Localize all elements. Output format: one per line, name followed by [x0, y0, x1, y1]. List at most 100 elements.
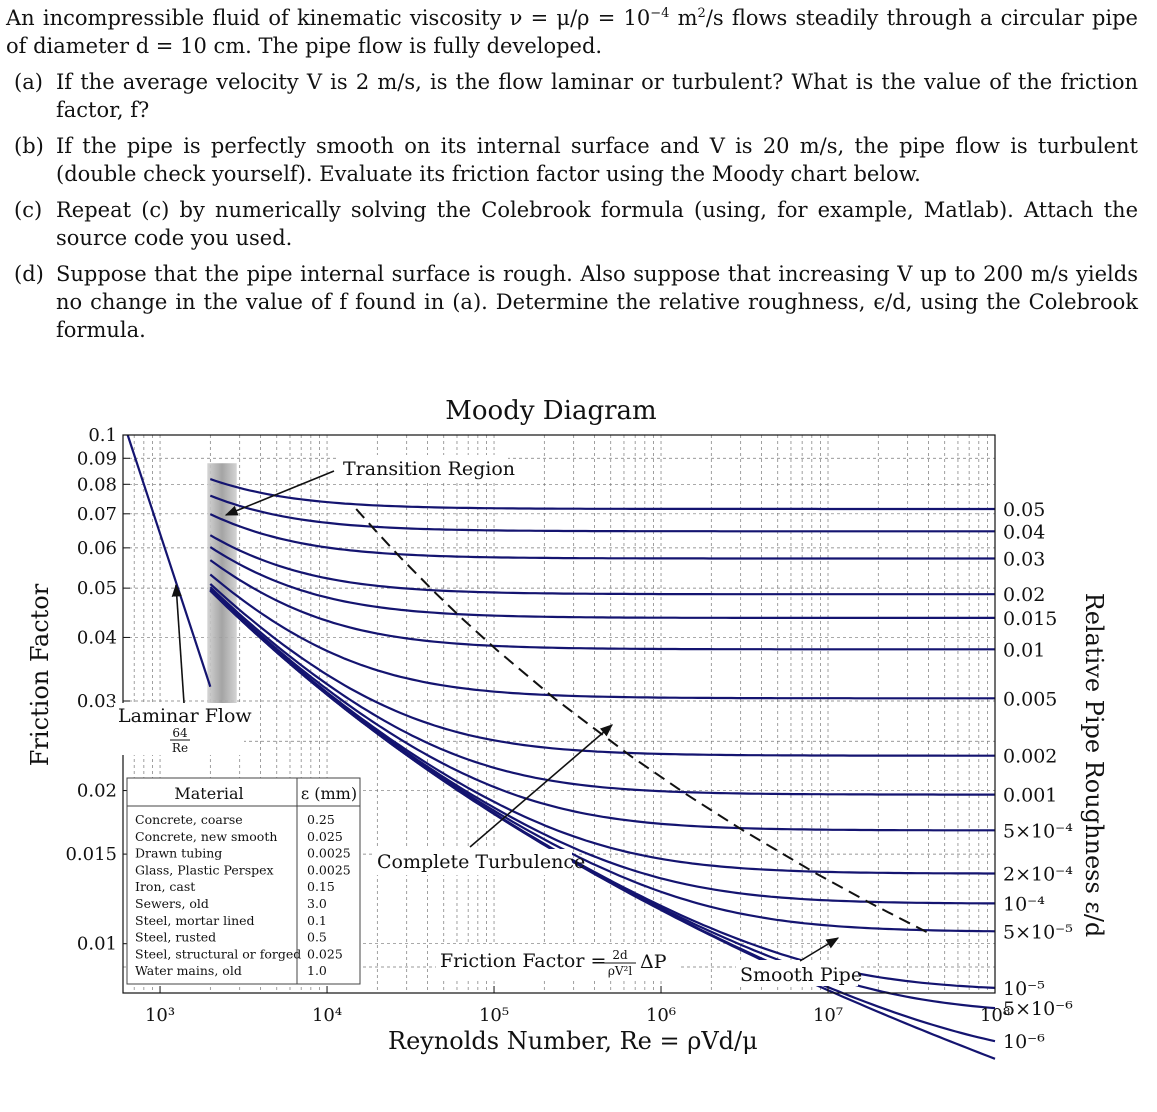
x-tick-label: 10³	[145, 1005, 175, 1026]
y-tick-label: 0.07	[77, 504, 117, 525]
part-label: (a)	[14, 70, 43, 94]
problem-statement: An incompressible fluid of kinematic vis…	[6, 4, 1138, 352]
ff-formula-den: ρV²l	[608, 964, 633, 978]
ff-label-bg	[436, 945, 678, 979]
roughness-label-9: 5×10⁻⁴	[1003, 820, 1073, 842]
y-tick-label: 0.03	[77, 691, 117, 712]
intro-text-rest: /s flows steadily through a circular pip…	[6, 6, 1138, 58]
material-eps: 0.25	[307, 812, 335, 827]
y-tick-label: 0.08	[77, 474, 117, 495]
y2-axis-label: Relative Pipe Roughness ε/d	[1080, 593, 1108, 938]
part-text: Repeat (c) by numerically solving the Co…	[56, 198, 1138, 250]
ff-formula-num: 2d	[612, 948, 628, 962]
roughness-curve-9	[209, 588, 995, 832]
intro-exponent: −4	[650, 6, 670, 21]
roughness-label-3: 0.02	[1003, 584, 1045, 606]
roughness-label-11: 10⁻⁴	[1003, 893, 1045, 915]
intro-text: An incompressible fluid of kinematic vis…	[6, 6, 651, 30]
roughness-curve-3	[209, 534, 995, 596]
laminar-arrow	[171, 583, 185, 704]
complete-turbulence-label: Complete Turbulence	[377, 851, 585, 873]
complete-turbulence-boundary	[355, 508, 928, 933]
y-tick-label: 0.01	[77, 934, 117, 955]
roughness-curve-4	[209, 546, 995, 619]
annotations: Transition Region Complete Turbulence Smoo…	[114, 455, 862, 986]
material-eps: 0.0025	[307, 862, 351, 877]
material-name: Drawn tubing	[135, 846, 222, 861]
transition-label-bg	[338, 455, 508, 481]
material-eps: 0.15	[307, 879, 335, 894]
smooth-pipe-curve	[209, 589, 996, 1060]
roughness-curve-2	[209, 513, 995, 560]
material-eps: 0.025	[307, 946, 343, 961]
roughness-label-15: 10⁻⁶	[1003, 1031, 1045, 1053]
material-name: Iron, cast	[135, 879, 195, 894]
roughness-curve-8	[209, 586, 995, 796]
laminar-formula-num: 64	[172, 726, 188, 740]
roughness-label-1: 0.04	[1003, 521, 1045, 543]
transition-arrow	[224, 470, 335, 516]
eps-header: ε (mm)	[301, 784, 357, 803]
roughness-label-10: 2×10⁻⁴	[1003, 863, 1073, 885]
material-table-box	[126, 777, 361, 985]
material-eps: 0.0025	[307, 846, 351, 861]
x-axis-label: Reynolds Number, Re = ρVd/μ	[388, 1027, 758, 1055]
y-tick-label: 0.015	[65, 844, 117, 865]
roughness-label-12: 5×10⁻⁵	[1003, 921, 1073, 943]
material-name: Steel, mortar lined	[135, 913, 255, 928]
part-c: (c) Repeat (c) by numerically solving the…	[14, 196, 1138, 252]
material-eps: 1.0	[307, 963, 327, 978]
y-tick-label: 0.09	[77, 448, 117, 469]
roughness-label-8: 0.001	[1003, 785, 1057, 807]
intro-unit: m	[669, 6, 698, 30]
roughness-curve-1	[209, 494, 995, 533]
smooth-pipe-label: Smooth Pipe	[740, 964, 862, 986]
complete-label-bg	[374, 849, 572, 875]
y-axis-label: Friction Factor	[26, 583, 54, 766]
x-tick-label: 10⁴	[312, 1005, 342, 1026]
roughness-label-14: 5×10⁻⁶	[1003, 998, 1073, 1020]
part-text: Suppose that the pipe internal surface i…	[56, 262, 1138, 342]
x-tick-label: 10⁶	[646, 1005, 676, 1026]
y-tick-label: 0.02	[77, 781, 117, 802]
transition-region-label: Transition Region	[343, 458, 515, 480]
material-eps: 0.1	[307, 913, 327, 928]
material-eps: 3.0	[307, 896, 327, 911]
material-name: Concrete, coarse	[135, 812, 243, 827]
material-name: Glass, Plastic Perspex	[135, 862, 274, 877]
y-axis-ticks: 0.10.09 0.08 0.07 0.06 0.05 0.04 0.03 0.02 0.015…	[65, 425, 130, 955]
x-tick-label: 10⁵	[479, 1005, 509, 1026]
material-eps: 0.025	[307, 829, 343, 844]
part-d: (d) Suppose that the pipe internal surfac…	[14, 260, 1138, 344]
roughness-label-5: 0.01	[1003, 639, 1045, 661]
ff-formula-label: Friction Factor =	[440, 950, 606, 972]
roughness-curve-0	[209, 478, 995, 511]
material-name: Steel, rusted	[135, 930, 216, 945]
roughness-label-7: 0.002	[1003, 746, 1057, 768]
problem-intro: An incompressible fluid of kinematic vis…	[6, 4, 1138, 60]
laminar-line	[126, 434, 212, 688]
chart-title: Moody Diagram	[445, 396, 656, 426]
part-label: (d)	[14, 262, 44, 286]
material-name: Sewers, old	[135, 896, 209, 911]
laminar-label-bg	[114, 703, 244, 755]
y-tick-label: 0.1	[88, 425, 117, 446]
material-eps: 0.5	[307, 930, 327, 945]
roughness-curve-7	[209, 583, 995, 757]
x-tick-label: 10⁸	[980, 1005, 1010, 1026]
roughness-label-4: 0.015	[1003, 608, 1057, 630]
laminar-flow-label: Laminar Flow	[118, 705, 252, 727]
roughness-label-0: 0.05	[1003, 499, 1045, 521]
x-tick-label: 10⁷	[813, 1005, 843, 1026]
roughness-curve-6	[209, 573, 995, 700]
part-text: If the average velocity V is 2 m/s, is t…	[56, 70, 1138, 122]
intro-unit-exponent: 2	[697, 6, 706, 21]
part-b: (b) If the pipe is perfectly smooth on it…	[14, 132, 1138, 188]
material-name: Concrete, new smooth	[135, 829, 277, 844]
smooth-pipe-arrow	[799, 937, 840, 962]
moody-diagram: Moody Diagram 0.050.040.030.020.0150.010…	[26, 396, 1108, 1060]
roughness-labels: 0.050.04 0.03 0.020.015 0.01 0.005 0.002 0.001…	[1003, 499, 1073, 1053]
material-header: Material	[174, 784, 243, 803]
smooth-label-bg	[736, 960, 858, 986]
y-tick-label: 0.04	[77, 627, 117, 648]
